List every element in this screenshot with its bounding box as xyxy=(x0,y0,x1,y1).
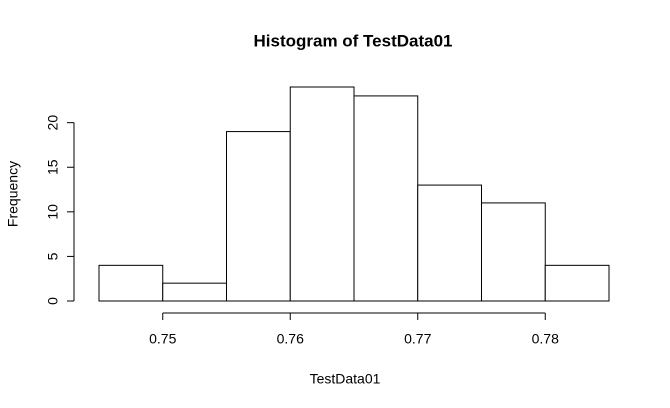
y-tick-label: 5 xyxy=(45,252,61,260)
y-tick-label: 15 xyxy=(45,159,61,175)
x-tick-label: 0.75 xyxy=(149,331,176,347)
bar xyxy=(481,202,546,302)
x-tick-label: 0.78 xyxy=(532,331,559,347)
bar xyxy=(544,264,610,302)
bar xyxy=(353,95,419,302)
bar xyxy=(98,264,164,302)
x-axis-label: TestData01 xyxy=(310,371,381,387)
y-axis-label: Frequency xyxy=(5,161,21,227)
x-tick-label: 0.76 xyxy=(277,331,304,347)
y-tick-label: 20 xyxy=(45,115,61,131)
x-tick-label: 0.77 xyxy=(404,331,431,347)
chart-title: Histogram of TestData01 xyxy=(253,31,452,50)
y-tick-label: 10 xyxy=(45,204,61,220)
bar xyxy=(289,86,355,302)
bar xyxy=(162,282,227,302)
bar xyxy=(226,131,291,302)
bar xyxy=(417,184,482,302)
y-tick-label: 0 xyxy=(45,297,61,305)
